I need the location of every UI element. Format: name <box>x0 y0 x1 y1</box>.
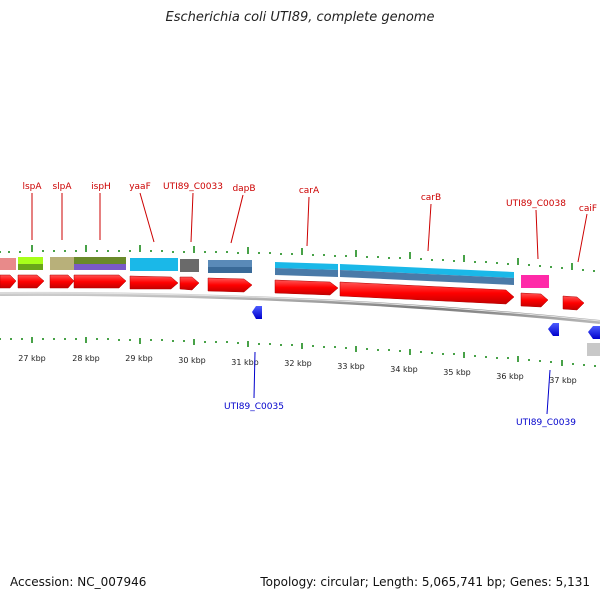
gene-arrow <box>562 295 585 311</box>
ruler-label: 32 kbp <box>284 359 312 368</box>
gene-label: caiF <box>579 204 597 214</box>
genome-summary: Topology: circular; Length: 5,065,741 bp… <box>260 575 590 589</box>
forward-leader-lines <box>31 192 588 263</box>
gene-arrow <box>17 274 45 289</box>
gene-label: ispH <box>91 182 111 192</box>
ruler-label: 35 kbp <box>443 368 471 377</box>
gene-arrow <box>339 281 515 305</box>
gene-arrow <box>0 274 17 289</box>
ruler-label: 28 kbp <box>72 354 100 363</box>
cog-bars <box>0 257 549 288</box>
gene-arrow <box>207 277 253 293</box>
gene-label: yaaF <box>129 182 151 192</box>
gene-arrow <box>179 276 200 291</box>
ruler-label: 30 kbp <box>178 356 206 365</box>
gene-arrow <box>274 279 339 296</box>
ruler-label: 34 kbp <box>390 365 418 374</box>
gene-label: dapB <box>232 184 255 194</box>
gene-label: UTI89_C0033 <box>163 182 223 192</box>
gene-arrow-reverse <box>588 326 600 339</box>
accession-label: Accession: NC_007946 <box>10 575 147 589</box>
gene-label: carB <box>421 193 441 203</box>
gene-label: carA <box>299 186 320 196</box>
map-title: Escherichia coli UTI89, complete genome <box>165 10 435 25</box>
reverse-gene-arrows <box>252 306 600 339</box>
gene-label: slpA <box>52 182 72 192</box>
ruler-label: 33 kbp <box>337 362 365 371</box>
gene-label-reverse: UTI89_C0039 <box>516 418 576 428</box>
gene-arrow <box>520 292 549 308</box>
gene-arrow <box>49 274 75 289</box>
upper-tick-track <box>0 245 595 272</box>
forward-gene-arrows <box>0 274 585 311</box>
gene-arrow <box>73 274 127 289</box>
gene-arrow-reverse <box>252 306 262 319</box>
gene-label-reverse: UTI89_C0035 <box>224 402 284 412</box>
ruler-label: 31 kbp <box>231 358 259 367</box>
genome-backbone <box>0 291 600 324</box>
partial-feature <box>587 343 600 356</box>
ruler-label: 29 kbp <box>125 354 153 363</box>
lower-tick-track <box>0 337 596 367</box>
gene-label: UTI89_C0038 <box>506 199 566 209</box>
gene-arrow-reverse <box>548 323 559 336</box>
ruler-label: 36 kbp <box>496 372 524 381</box>
ruler-label: 37 kbp <box>549 376 577 385</box>
reverse-leader-lines <box>253 351 551 415</box>
gene-label: lspA <box>22 182 42 192</box>
ruler-label: 27 kbp <box>18 354 46 363</box>
gene-arrow <box>129 275 179 290</box>
